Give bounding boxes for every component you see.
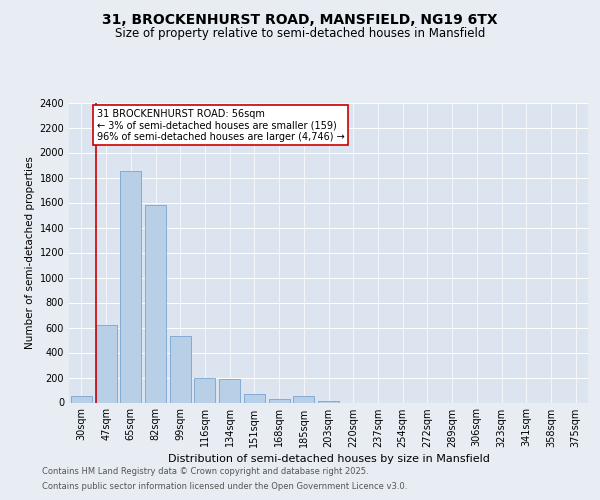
Bar [293,396,314,402]
Text: Contains public sector information licensed under the Open Government Licence v3: Contains public sector information licen… [42,482,407,491]
Bar [71,396,92,402]
Bar [145,205,166,402]
X-axis label: Distribution of semi-detached houses by size in Mansfield: Distribution of semi-detached houses by … [167,454,490,464]
Bar [194,378,215,402]
Bar [219,379,240,402]
Y-axis label: Number of semi-detached properties: Number of semi-detached properties [25,156,35,349]
Text: 31 BROCKENHURST ROAD: 56sqm
← 3% of semi-detached houses are smaller (159)
96% o: 31 BROCKENHURST ROAD: 56sqm ← 3% of semi… [97,109,344,142]
Text: 31, BROCKENHURST ROAD, MANSFIELD, NG19 6TX: 31, BROCKENHURST ROAD, MANSFIELD, NG19 6… [102,12,498,26]
Bar [120,171,141,402]
Text: Contains HM Land Registry data © Crown copyright and database right 2025.: Contains HM Land Registry data © Crown c… [42,467,368,476]
Bar [95,325,116,402]
Bar [269,399,290,402]
Bar [318,401,339,402]
Text: Size of property relative to semi-detached houses in Mansfield: Size of property relative to semi-detach… [115,28,485,40]
Bar [170,336,191,402]
Bar [244,394,265,402]
